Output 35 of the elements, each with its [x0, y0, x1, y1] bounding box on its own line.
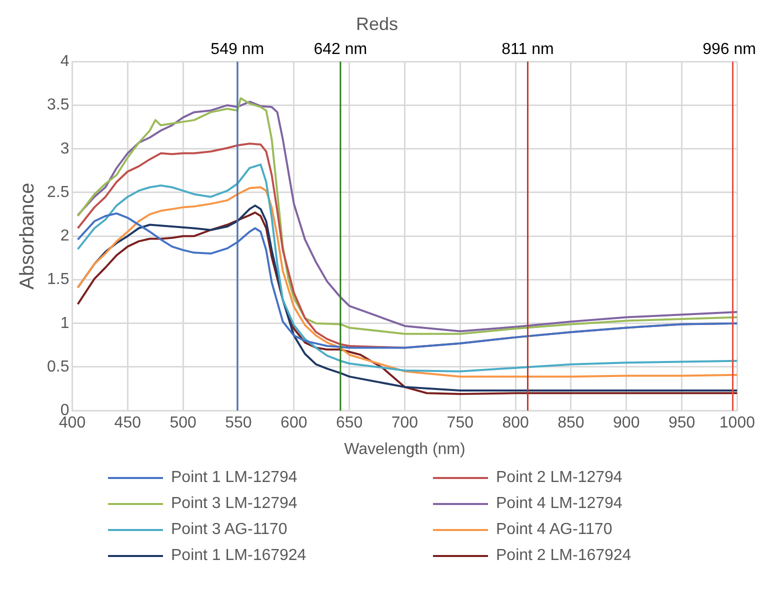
- x-tick-label: 600: [280, 414, 308, 432]
- x-tick-label: 850: [558, 414, 584, 432]
- x-tick-label: 500: [170, 414, 197, 432]
- y-tick-label: 4: [60, 53, 70, 70]
- y-tick-label: 1: [60, 314, 70, 332]
- ref-line-label: 811 nm: [502, 41, 554, 58]
- y-tick-label: 3: [60, 140, 70, 158]
- y-tick-label: 2: [60, 228, 70, 245]
- y-axis-title: Absorbance: [16, 182, 39, 290]
- legend-label: Point 4 LM-12794: [496, 495, 622, 513]
- x-tick-label: 950: [668, 414, 696, 432]
- legend-label: Point 2 LM-167924: [496, 547, 632, 565]
- y-tick-label: 1.5: [46, 271, 70, 288]
- ref-line-label: 549 nm: [210, 41, 264, 58]
- y-tick-label: 0.5: [46, 358, 70, 376]
- legend-label: Point 3 AG-1170: [171, 521, 288, 539]
- chart-title: Reds: [356, 14, 398, 34]
- x-tick-label: 900: [613, 414, 640, 432]
- legend-label: Point 3 LM-12794: [171, 495, 298, 513]
- x-tick-label: 450: [114, 414, 142, 432]
- ref-line-label: 642 nm: [314, 41, 368, 58]
- x-axis-title: Wavelength (nm): [344, 440, 466, 458]
- ref-line-label: 996 nm: [702, 41, 756, 58]
- x-tick-label: 800: [502, 414, 529, 432]
- legend-label: Point 4 AG-1170: [496, 521, 612, 539]
- y-tick-label: 2.5: [46, 184, 70, 201]
- legend-label: Point 1 LM-167924: [171, 547, 306, 565]
- y-tick-label: 3.5: [46, 96, 70, 114]
- x-tick-label: 550: [225, 414, 252, 432]
- x-tick-label: 1000: [719, 414, 756, 432]
- x-tick-label: 650: [336, 414, 363, 432]
- x-tick-label: 700: [391, 414, 418, 432]
- x-tick-label: 750: [446, 414, 474, 432]
- legend-label: Point 1 LM-12794: [171, 469, 298, 487]
- legend-label: Point 2 LM-12794: [496, 469, 622, 487]
